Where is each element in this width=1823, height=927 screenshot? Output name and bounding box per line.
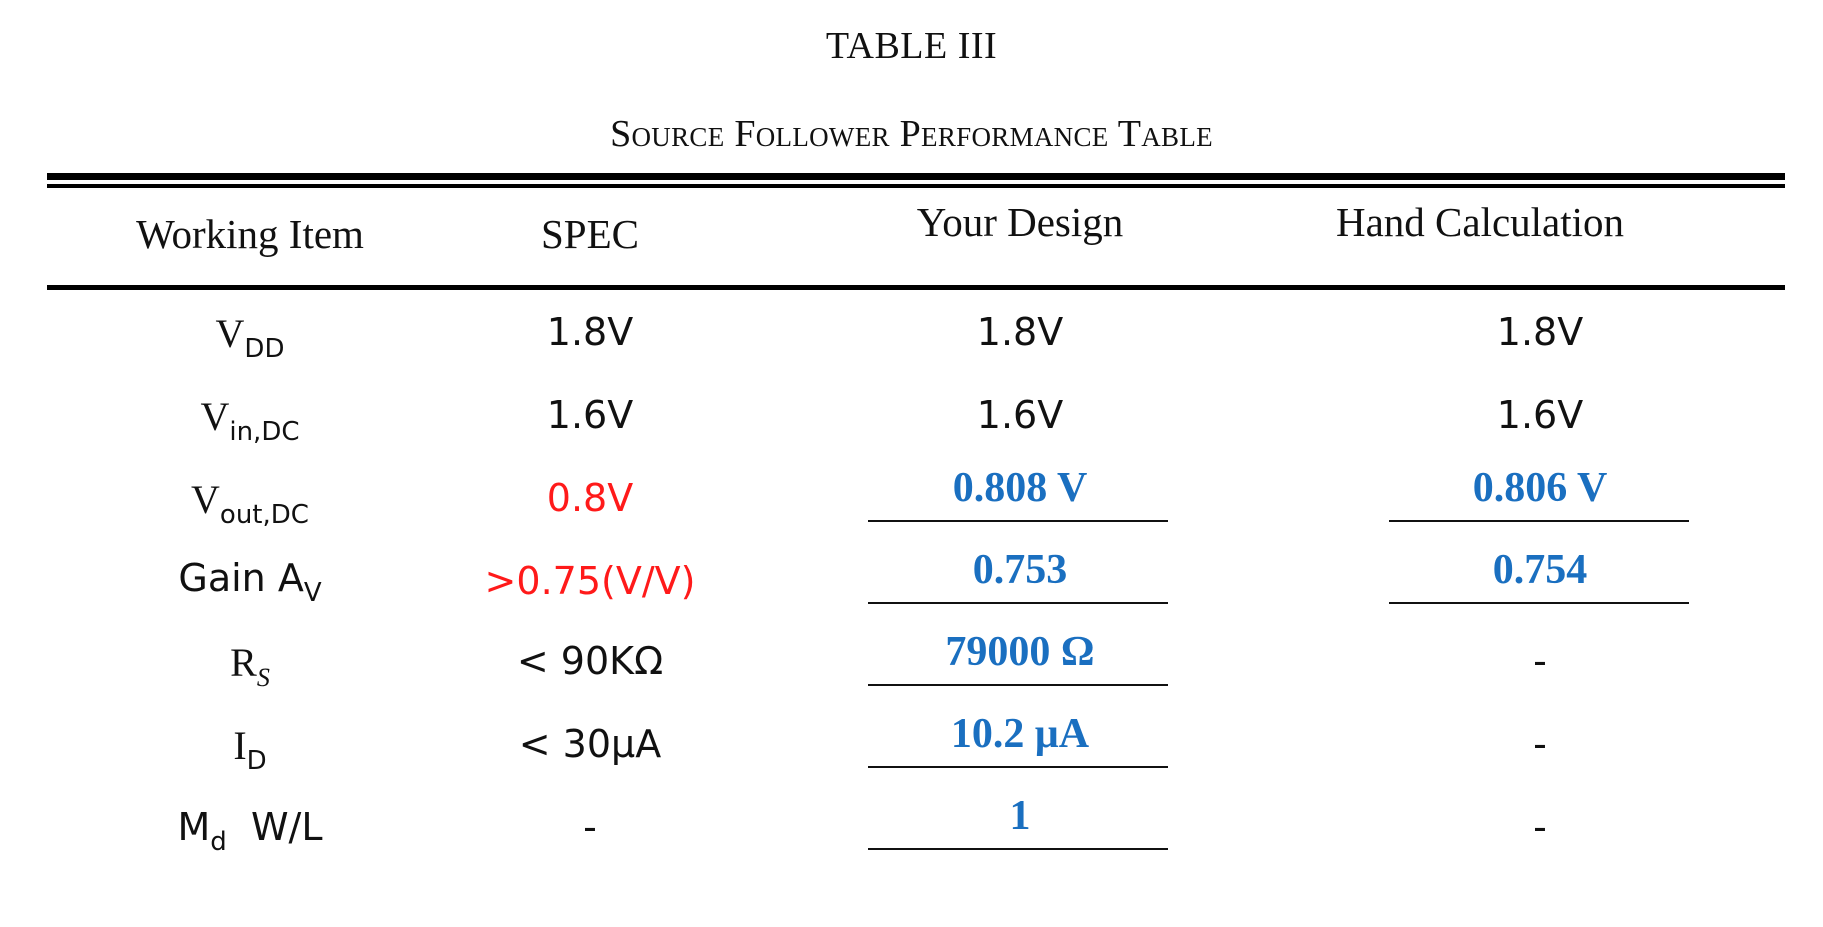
spec-cell: < 30μA <box>518 722 662 766</box>
working-item-cell: VDD <box>215 311 285 364</box>
design-blank-line <box>868 684 1168 686</box>
design-blank-line <box>868 602 1168 604</box>
working-item-cell: ID <box>233 723 267 776</box>
spec-cell: >0.75(V/V) <box>484 559 696 603</box>
hand-value: 0.754 <box>1492 547 1588 593</box>
hand-cell: 1.8V <box>1496 310 1584 354</box>
working-item-cell: Vin,DC <box>200 394 300 447</box>
top-double-rule-lower <box>47 184 1785 188</box>
working-item-cell: RS <box>230 640 270 692</box>
top-double-rule-upper <box>47 173 1785 180</box>
working-item-cell: Md W/L <box>177 805 323 857</box>
design-value: 79000 Ω <box>945 629 1095 675</box>
column-header-your-design: Your Design <box>916 199 1124 245</box>
hand-cell: - <box>1533 722 1547 766</box>
column-header-hand-calculation: Hand Calculation <box>1335 199 1625 245</box>
design-value: 0.808 V <box>952 465 1088 511</box>
column-header-spec: SPEC <box>541 211 639 257</box>
hand-cell: - <box>1533 805 1547 849</box>
design-value: 1 <box>1009 793 1031 839</box>
design-cell: 1.8V <box>976 310 1064 354</box>
working-item-cell: Gain AV <box>178 556 322 608</box>
design-blank-line <box>868 848 1168 850</box>
design-cell: 1.6V <box>976 393 1064 437</box>
table-number: TABLE III <box>825 25 998 67</box>
hand-blank-line <box>1389 520 1689 522</box>
hand-cell: - <box>1533 639 1547 683</box>
working-item-cell: Vout,DC <box>191 477 309 530</box>
design-blank-line <box>868 766 1168 768</box>
design-value: 10.2 μA <box>950 711 1090 757</box>
spec-cell: < 90KΩ <box>516 639 664 683</box>
table-title: Source Follower Performance Table <box>610 113 1213 155</box>
spec-cell: - <box>583 805 597 849</box>
column-header-working-item: Working Item <box>136 211 364 257</box>
header-rule <box>47 285 1785 290</box>
design-value: 0.753 <box>972 547 1068 593</box>
design-blank-line <box>868 520 1168 522</box>
hand-cell: 1.6V <box>1496 393 1584 437</box>
spec-cell: 1.8V <box>546 310 634 354</box>
spec-cell: 0.8V <box>546 476 634 520</box>
hand-blank-line <box>1389 602 1689 604</box>
hand-value: 0.806 V <box>1472 465 1608 511</box>
spec-cell: 1.6V <box>546 393 634 437</box>
